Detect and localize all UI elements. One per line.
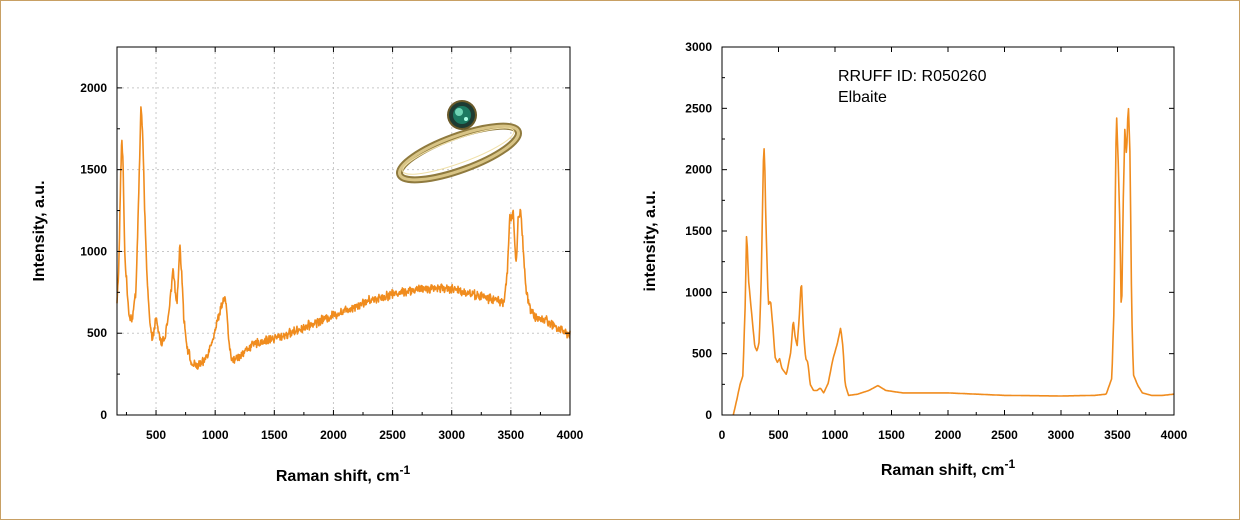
y-tick-label: 500 bbox=[692, 347, 712, 361]
x-tick-label: 1500 bbox=[261, 428, 288, 442]
left-y-axis-title: Intensity, a.u. bbox=[31, 180, 48, 281]
left-plot-frame bbox=[116, 46, 571, 416]
x-tick-label: 2000 bbox=[320, 428, 347, 442]
x-tick-label: 1000 bbox=[202, 428, 229, 442]
right-chart: 0 500 1000 1500 2000 2500 3000 3500 4000 0 500 1000… bbox=[642, 40, 1188, 479]
x-tick-label: 1500 bbox=[878, 428, 905, 442]
x-tick-label: 3500 bbox=[498, 428, 525, 442]
y-tick-label: 1000 bbox=[80, 244, 107, 258]
left-gridlines bbox=[117, 47, 570, 415]
right-series-layer bbox=[732, 107, 1175, 416]
y-tick-label: 1000 bbox=[685, 285, 712, 299]
x-tick-label: 2000 bbox=[935, 428, 962, 442]
y-tick-label: 0 bbox=[100, 408, 107, 422]
x-tick-label: 4000 bbox=[1161, 428, 1188, 442]
y-tick-label: 2500 bbox=[685, 101, 712, 115]
x-tick-label: 2500 bbox=[991, 428, 1018, 442]
left-chart: 500 1000 1500 2000 2500 3000 3500 4000 0 500 1000 1… bbox=[31, 46, 584, 485]
x-tick-label: 3000 bbox=[1048, 428, 1075, 442]
mineral-name-annotation: Elbaite bbox=[838, 89, 887, 106]
x-tick-label: 4000 bbox=[557, 428, 584, 442]
gold-ring-with-green-gem-image bbox=[396, 100, 522, 184]
y-tick-label: 2000 bbox=[80, 81, 107, 95]
x-tick-label: 3500 bbox=[1104, 428, 1131, 442]
y-tick-label: 0 bbox=[705, 408, 712, 422]
rruff-id-annotation: RRUFF ID: R050260 bbox=[838, 68, 987, 85]
y-tick-label: 1500 bbox=[80, 163, 107, 177]
x-tick-label: 500 bbox=[146, 428, 166, 442]
right-x-axis-title: Raman shift, cm-1 bbox=[881, 457, 1016, 479]
spectrum-line bbox=[116, 106, 571, 370]
left-ticks: 500 1000 1500 2000 2500 3000 3500 4000 0 500 1000 1… bbox=[80, 46, 584, 442]
x-tick-label: 2500 bbox=[379, 428, 406, 442]
x-tick-label: 500 bbox=[768, 428, 788, 442]
y-tick-label: 500 bbox=[87, 326, 107, 340]
x-tick-label: 3000 bbox=[438, 428, 465, 442]
left-series-layer bbox=[116, 106, 571, 370]
x-tick-label: 1000 bbox=[822, 428, 849, 442]
y-tick-label: 2000 bbox=[685, 163, 712, 177]
right-ticks: 0 500 1000 1500 2000 2500 3000 3500 4000 0 500 1000… bbox=[685, 40, 1187, 442]
right-y-axis-title: intensity, a.u. bbox=[642, 190, 659, 291]
y-tick-label: 1500 bbox=[685, 224, 712, 238]
left-x-axis-title: Raman shift, cm-1 bbox=[276, 463, 411, 485]
y-tick-label: 3000 bbox=[685, 40, 712, 54]
spectrum-line bbox=[732, 107, 1175, 416]
x-tick-label: 0 bbox=[719, 428, 726, 442]
